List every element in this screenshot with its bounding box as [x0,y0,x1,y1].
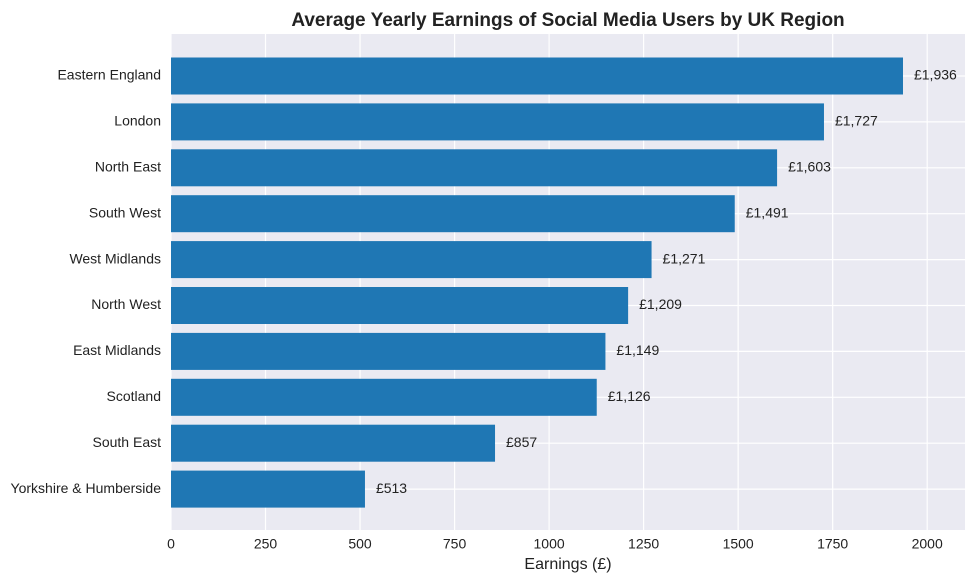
bar [171,195,735,233]
bar [171,103,824,141]
value-label: £1,271 [663,250,706,266]
bar [171,57,903,95]
y-tick-label: South East [93,434,162,450]
x-tick-label: 2000 [912,536,943,552]
x-tick-label: 1500 [723,536,754,552]
bar [171,470,365,508]
value-label: £1,491 [746,204,789,220]
value-label: £1,126 [608,388,651,404]
x-tick-label: 0 [167,536,175,552]
y-tick-label: North East [95,159,161,175]
bar [171,332,606,370]
y-tick-label: Scotland [107,388,161,404]
bar [171,378,597,416]
y-tick-label: Yorkshire & Humberside [11,480,162,496]
y-tick-label: London [114,113,161,129]
value-label: £1,603 [788,159,831,175]
chart-title: Average Yearly Earnings of Social Media … [291,10,844,31]
bar [171,241,652,279]
bar [171,424,496,462]
y-tick-label: Eastern England [57,67,161,83]
y-tick-label: West Midlands [69,250,161,266]
x-axis-label: Earnings (£) [524,556,611,573]
value-label: £513 [376,480,407,496]
x-tick-label: 1750 [817,536,848,552]
value-label: £1,149 [616,342,659,358]
x-tick-label: 1250 [628,536,659,552]
x-tick-label: 250 [254,536,278,552]
x-tick-label: 750 [443,536,467,552]
value-label: £1,727 [835,113,878,129]
value-label: £857 [506,434,537,450]
y-tick-label: North West [91,296,161,312]
x-tick-label: 1000 [534,536,565,552]
value-label: £1,209 [639,296,682,312]
y-tick-label: East Midlands [73,342,161,358]
y-tick-label: South West [89,204,161,220]
bar [171,149,778,187]
x-tick-label: 500 [348,536,372,552]
bar [171,287,629,324]
value-label: £1,936 [914,67,957,83]
